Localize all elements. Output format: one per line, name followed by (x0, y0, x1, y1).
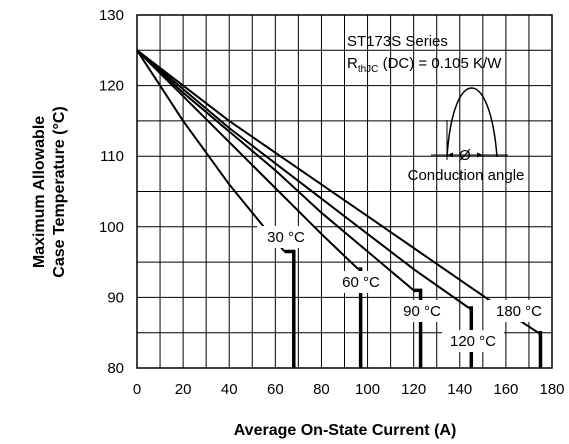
series-label: 30 °C (267, 229, 305, 246)
series-label: 180 °C (496, 303, 542, 320)
x-tick-label: 160 (493, 381, 518, 398)
chart-title: ST173S Series (347, 33, 448, 50)
y-tick-label: 110 (100, 148, 124, 165)
series-label: 90 °C (403, 303, 441, 320)
x-tick-label: 120 (401, 381, 426, 398)
series-drop-line (284, 249, 296, 368)
series-label: 60 °C (342, 274, 380, 291)
y-tick-label: 130 (99, 7, 124, 24)
series-label-background (442, 330, 504, 352)
plot-frame (136, 14, 553, 369)
series-curve (136, 49, 470, 309)
series-curve (136, 49, 359, 270)
y-tick-label: 100 (99, 219, 124, 236)
chart-subtitle: RthJC (DC) = 0.105 K/W (347, 55, 502, 75)
series-label-background (335, 271, 387, 293)
series-label-background (257, 226, 315, 248)
x-tick-label: 0 (133, 381, 141, 398)
y-axis-title: Maximum Allowable Case Temperature (°C) (31, 106, 68, 277)
arrow-left-icon (447, 152, 453, 158)
grid (137, 15, 552, 368)
x-tick-label: 140 (447, 381, 472, 398)
y-axis-title-line-2: Case Temperature (°C) (51, 106, 68, 277)
series-curve (136, 49, 539, 334)
x-tick-label: 100 (355, 381, 380, 398)
ticks: 0 20 40 60 80 100 120 140 160 180 80 90 100 110 120 130 (99, 7, 565, 398)
x-tick-label: 20 (175, 381, 192, 398)
y-axis-title-line-1: Maximum Allowable (31, 116, 48, 268)
conduction-angle-inset: Ø Conduction angle (408, 87, 525, 184)
x-tick-label: 80 (313, 381, 330, 398)
x-axis-title: Average On-State Current (A) (234, 422, 457, 439)
series-label-background (488, 300, 550, 322)
y-tick-label: 120 (99, 78, 124, 95)
series-drop-line (358, 267, 363, 368)
series-annotation: ST173S Series RthJC (DC) = 0.105 K/W (347, 33, 502, 75)
arrow-right-icon (477, 152, 483, 158)
angle-symbol: Ø (459, 147, 471, 164)
x-tick-label: 60 (267, 381, 284, 398)
y-tick-label: 80 (107, 360, 124, 377)
series-label-background (396, 300, 448, 322)
half-sine-waveform (446, 87, 498, 158)
series-curve (136, 49, 286, 253)
series-curve (136, 49, 415, 292)
x-tick-label: 180 (539, 381, 564, 398)
series-drop-line (413, 288, 423, 368)
inset-caption: Conduction angle (408, 167, 525, 184)
series-label: 120 °C (450, 333, 496, 350)
series-drop-line (538, 330, 543, 368)
x-tick-label: 40 (221, 381, 238, 398)
y-tick-label: 90 (107, 289, 124, 306)
